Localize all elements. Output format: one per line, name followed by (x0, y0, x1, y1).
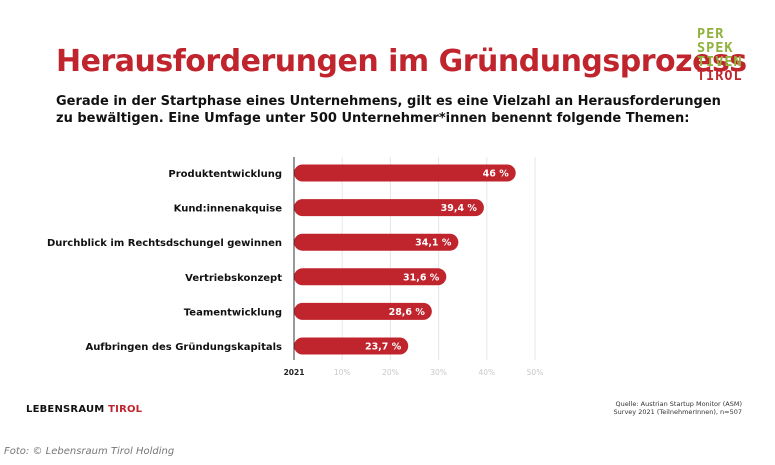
category-label: Teamentwicklung (184, 307, 282, 318)
logo-line: TIVEN (697, 54, 743, 70)
logo-line: PER (697, 26, 725, 42)
logo-line: SPEK (697, 40, 734, 56)
category-label: Aufbringen des Gründungskapitals (85, 342, 282, 353)
value-label: 28,6 % (389, 307, 426, 318)
source-line: Survey 2021 (TeilnehmerInnen), n=507 (613, 408, 742, 416)
x-tick-label: 30% (430, 368, 447, 377)
photo-credit: Foto: © Lebensraum Tirol Holding (4, 446, 175, 457)
bar (294, 233, 459, 251)
x-axis-year-label: 2021 (284, 368, 305, 377)
x-tick-label: 50% (527, 368, 544, 377)
infographic-card: Herausforderungen im Gründungsprozess Ge… (26, 27, 748, 416)
category-label: Durchblick im Rechtsdschungel gewinnen (47, 238, 282, 249)
subtitle-line: Gerade in der Startphase eines Unternehm… (56, 94, 721, 109)
category-label: Produktentwicklung (168, 169, 282, 180)
perspektiven-tirol-logo: PER SPEK TIVEN TIROL (697, 27, 743, 83)
bar-chart: Produktentwicklung 46 % Kund:innenakquise 3… (47, 157, 544, 377)
value-label: 39,4 % (441, 203, 478, 214)
brand-part: TIROL (108, 404, 143, 415)
category-label: Vertriebskonzept (185, 273, 282, 284)
source-note: Quelle: Austrian Startup Monitor (ASM) S… (614, 400, 742, 416)
value-label: 34,1 % (415, 238, 452, 249)
value-label: 31,6 % (403, 272, 440, 283)
subtitle-line: zu bewältigen. Eine Umfage unter 500 Unt… (56, 111, 690, 126)
page-title: Herausforderungen im Gründungsprozess (56, 44, 747, 79)
category-label: Kund:innenakquise (174, 204, 283, 215)
bar (294, 302, 432, 320)
bar (294, 337, 409, 355)
subtitle: Gerade in der Startphase eines Unternehm… (56, 93, 721, 127)
x-tick-label: 40% (478, 368, 495, 377)
bar (294, 164, 516, 182)
source-line: Quelle: Austrian Startup Monitor (ASM) (615, 400, 742, 408)
logo-line: TIROL (697, 68, 743, 84)
value-label: 23,7 % (365, 342, 402, 353)
lebensraum-tirol-logo: LEBENSRAUM TIROL (26, 404, 142, 415)
x-tick-label: 20% (382, 368, 399, 377)
x-tick-label: 10% (334, 368, 351, 377)
bar (294, 268, 447, 286)
value-label: 46 % (483, 169, 510, 180)
bar (294, 199, 484, 217)
brand-part: LEBENSRAUM (26, 404, 105, 415)
